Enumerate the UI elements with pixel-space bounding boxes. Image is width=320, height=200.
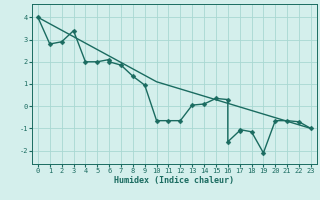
X-axis label: Humidex (Indice chaleur): Humidex (Indice chaleur) xyxy=(115,176,234,185)
